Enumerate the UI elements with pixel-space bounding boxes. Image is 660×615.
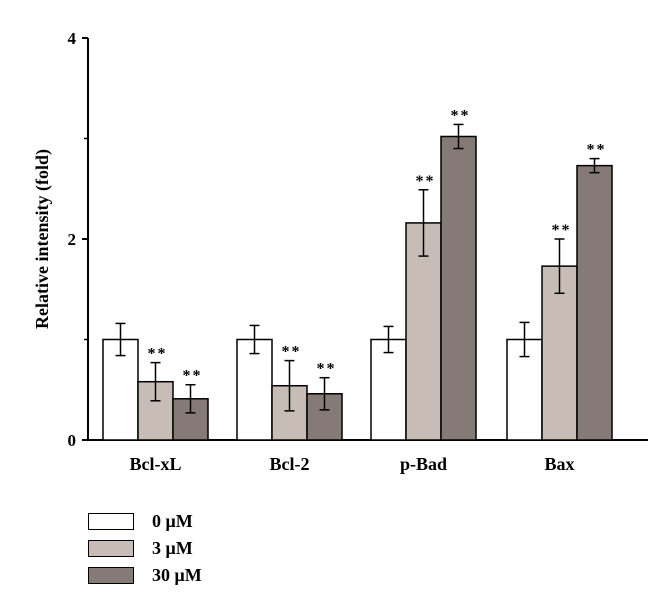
bar-1-0 [236,338,273,441]
legend-swatch-0 [88,512,134,530]
significance-0-1: ** [148,346,168,363]
significance-1-2: ** [317,361,337,378]
significance-1-1: ** [282,344,302,361]
labels: 0 2 4 Relative intensity (fold) ** ** Bcl-xL **… [32,29,607,474]
legend-label-2: 30 μM [152,564,202,585]
y-axis-title: Relative intensity (fold) [32,149,53,329]
y-tick-label-2: 4 [68,29,77,48]
legend-swatch-2 [88,566,134,584]
y-tick-label-1: 2 [68,230,77,249]
significance-3-1: ** [552,222,572,239]
legend-item-0: 0 μM [88,508,202,534]
bar-2-2 [440,135,477,441]
legend-label-0: 0 μM [152,510,193,531]
bar-chart: 0 2 4 Relative intensity (fold) ** ** Bcl-xL **… [32,29,648,474]
x-tick-label-1: Bcl-2 [270,454,310,474]
significance-2-2: ** [451,107,471,124]
bar-2-0 [370,338,407,441]
significance-2-1: ** [416,173,436,190]
bar-2-1 [405,222,442,441]
legend-item-2: 30 μM [88,562,202,588]
x-tick-label-0: Bcl-xL [130,454,182,474]
bar-3-2 [576,164,613,441]
significance-0-2: ** [183,368,203,385]
x-tick-label-3: Bax [544,454,574,474]
bars [102,123,613,441]
x-tick-label-2: p-Bad [400,454,447,474]
legend-item-1: 3 μM [88,535,202,561]
significance-3-2: ** [587,142,607,159]
legend-label-1: 3 μM [152,537,193,558]
legend-swatch-1 [88,539,134,557]
y-tick-label-0: 0 [68,431,77,450]
legend: 0 μM 3 μM 30 μM [88,508,202,589]
